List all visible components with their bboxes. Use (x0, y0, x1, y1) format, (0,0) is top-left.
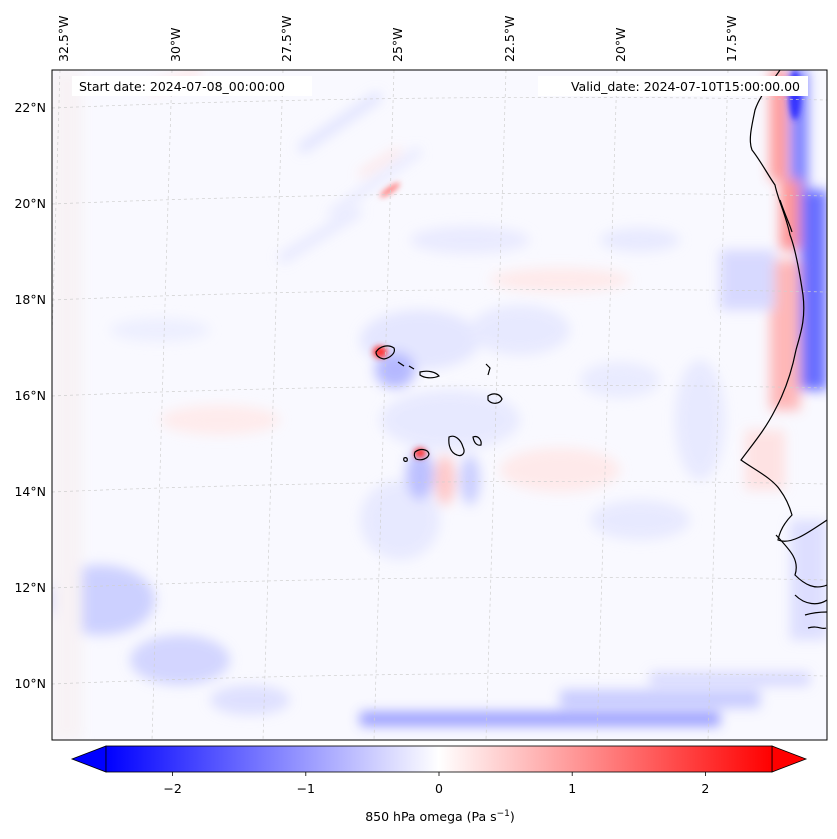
lon-label-20w: 20°W (613, 27, 628, 62)
colorbar: −2 −1 0 1 2 850 hPa omega (Pa s−1) (70, 745, 808, 824)
omega-field (52, 70, 827, 740)
valid-date-label: Valid_date: 2024-07-10T15:00:00.00 (571, 79, 800, 94)
lat-label-18n: 18°N (14, 292, 46, 307)
lat-label-14n: 14°N (14, 484, 46, 499)
latitude-labels: 22°N 20°N 18°N 16°N 14°N 12°N 10°N (14, 100, 46, 691)
coastline (740, 70, 827, 630)
lon-label-17-5w: 17.5°W (724, 16, 739, 62)
colorbar-tick-label: −1 (297, 781, 315, 796)
longitude-labels: 32.5°W 30°W 27.5°W 25°W 22.5°W 20°W 17.5… (56, 16, 739, 62)
header-bar: Start date: 2024-07-08_00:00:00 Valid_da… (72, 76, 808, 96)
lat-label-20n: 20°N (14, 196, 46, 211)
colorbar-extend-max (771, 745, 808, 773)
colorbar-tick-label: 1 (568, 781, 576, 796)
colorbar-extend-min (70, 745, 107, 773)
colorbar-label: 850 hPa omega (Pa s−1) (365, 809, 515, 824)
lat-label-16n: 16°N (14, 388, 46, 403)
colorbar-tick-label: −2 (163, 781, 181, 796)
lat-label-12n: 12°N (14, 580, 46, 595)
lon-label-27-5w: 27.5°W (279, 16, 294, 62)
lat-label-10n: 10°N (14, 676, 46, 691)
plot-frame (51, 69, 828, 741)
map-gridlines (52, 70, 827, 740)
start-date-label: Start date: 2024-07-08_00:00:00 (79, 79, 285, 94)
colorbar-tick-label: 0 (435, 781, 443, 796)
colorbar-tick-label: 2 (701, 781, 709, 796)
lat-label-22n: 22°N (14, 100, 46, 115)
cape-verde-islands (375, 345, 503, 462)
colorbar-gradient (105, 745, 773, 773)
lon-label-30w: 30°W (168, 27, 183, 62)
colorbar-ticks: −2 −1 0 1 2 (163, 772, 709, 796)
lon-label-25w: 25°W (390, 27, 405, 62)
lon-label-32-5w: 32.5°W (56, 16, 71, 62)
lon-label-22-5w: 22.5°W (502, 16, 517, 62)
